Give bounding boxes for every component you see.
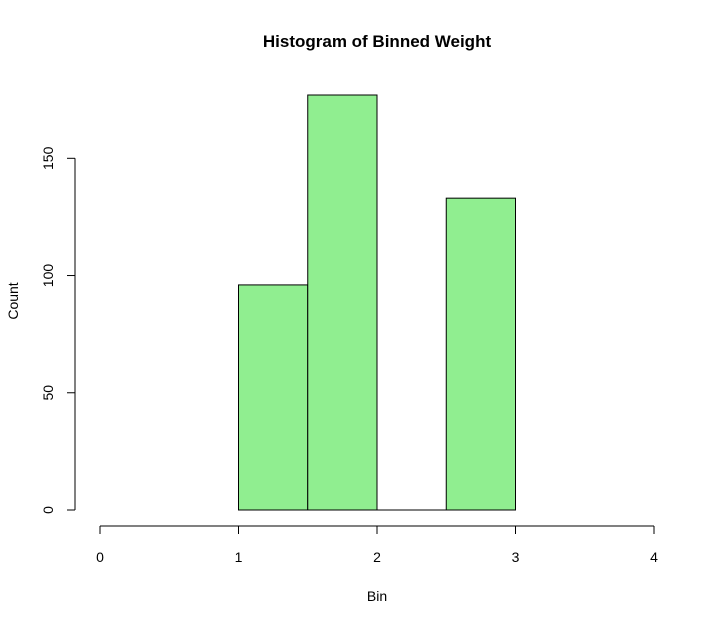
x-tick-label-4: 4 [650, 549, 658, 565]
x-tick-label-0: 0 [96, 549, 104, 565]
y-tick-label-1: 50 [40, 385, 56, 401]
y-axis-label: Count [5, 282, 21, 319]
bars-group [238, 94, 516, 511]
x-tick-label-1: 1 [235, 549, 243, 565]
histogram-bar-0 [238, 284, 309, 511]
x-tick-label-3: 3 [512, 549, 520, 565]
y-tick-label-3: 150 [40, 146, 56, 170]
y-axis: 0 50 100 150 [40, 146, 76, 514]
x-tick-label-2: 2 [373, 549, 381, 565]
x-axis: 0 1 2 3 4 [96, 525, 658, 565]
y-tick-label-2: 100 [40, 264, 56, 288]
chart-title: Histogram of Binned Weight [263, 32, 492, 51]
histogram-bar-3 [445, 197, 516, 511]
y-tick-label-0: 0 [40, 506, 56, 514]
x-axis-label: Bin [367, 588, 387, 604]
histogram-bar-1 [307, 94, 378, 511]
